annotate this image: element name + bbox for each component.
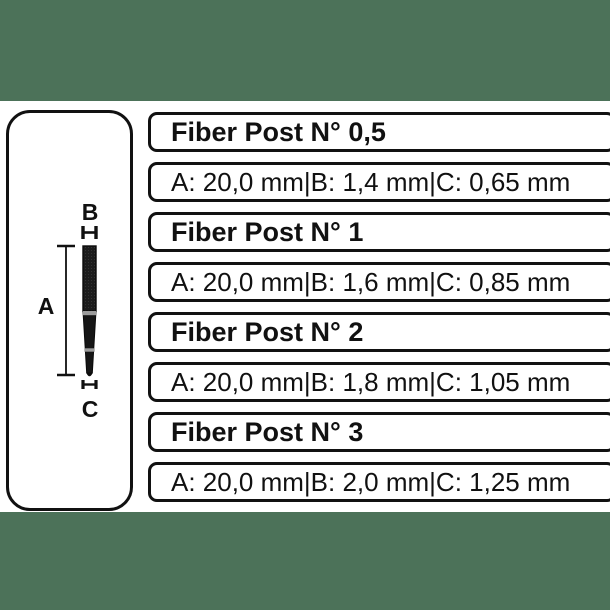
svg-text:A: A: [38, 293, 55, 319]
svg-text:C: C: [82, 396, 99, 422]
svg-text:B: B: [82, 199, 99, 225]
